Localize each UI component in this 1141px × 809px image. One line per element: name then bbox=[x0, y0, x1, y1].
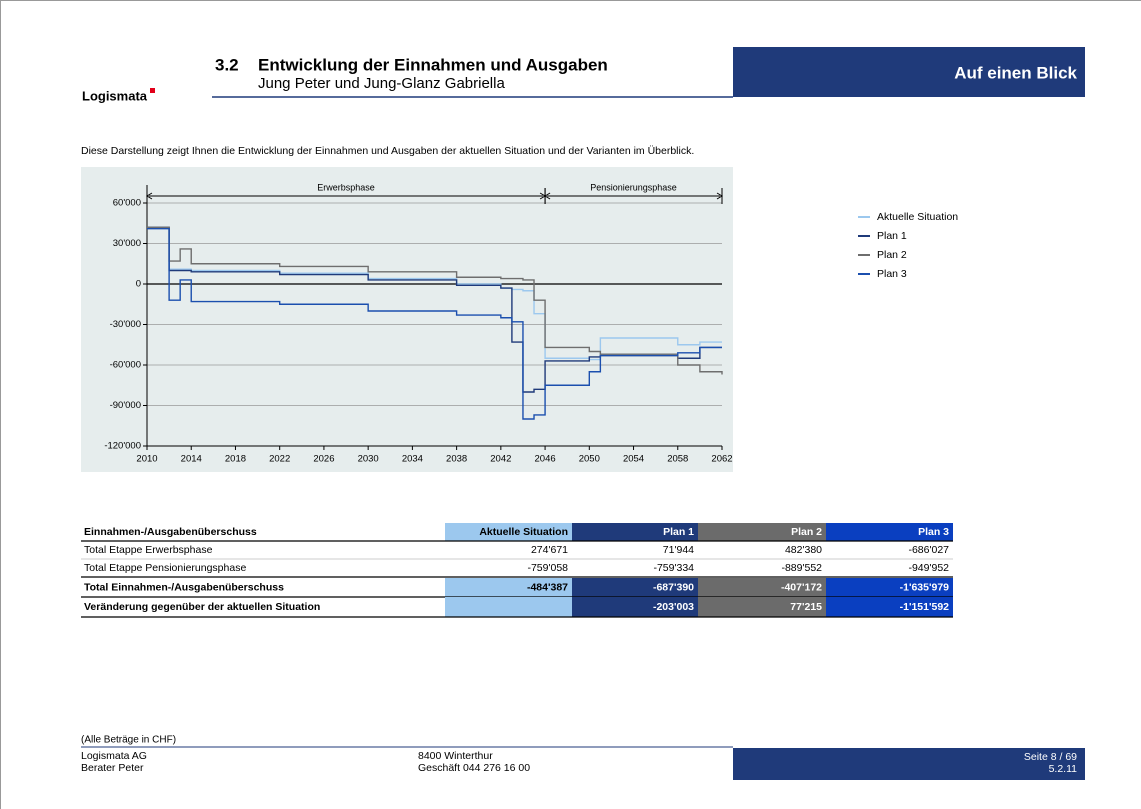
logo-mark bbox=[150, 88, 155, 93]
phase-label: Pensionierungsphase bbox=[590, 182, 677, 192]
table: Einnahmen-/Ausgabenüberschuss Aktuelle Si… bbox=[81, 523, 953, 618]
x-tick-label: 2054 bbox=[623, 454, 644, 465]
intro-text: Diese Darstellung zeigt Ihnen die Entwic… bbox=[81, 145, 694, 157]
phase-arrowhead bbox=[716, 192, 723, 200]
series-line bbox=[147, 227, 722, 420]
table-cell: -686'027 bbox=[908, 544, 949, 556]
table-cell: -759'058 bbox=[527, 562, 568, 574]
legend-label: Plan 1 bbox=[877, 230, 907, 242]
table-cell: -407'172 bbox=[781, 581, 822, 593]
x-tick-label: 2030 bbox=[358, 454, 379, 465]
footer-advisor: Berater Peter bbox=[81, 762, 144, 774]
x-tick-label: 2062 bbox=[711, 454, 732, 465]
header-box bbox=[733, 47, 1085, 97]
header-tag: Auf einen Blick bbox=[954, 63, 1077, 82]
phase-arrowhead bbox=[146, 192, 153, 200]
phase-arrowhead bbox=[544, 192, 551, 200]
table-cell: -1'151'592 bbox=[900, 601, 950, 613]
table-cell: Total Einnahmen-/Ausgabenüberschuss bbox=[84, 581, 284, 593]
y-tick-label: 0 bbox=[136, 279, 141, 290]
table-cell-bg bbox=[572, 578, 698, 597]
x-tick-label: 2050 bbox=[579, 454, 600, 465]
y-tick-label: -60'000 bbox=[110, 360, 141, 371]
table-cell-bg bbox=[445, 597, 572, 617]
x-tick-label: 2046 bbox=[535, 454, 556, 465]
table-header: Aktuelle Situation bbox=[479, 526, 568, 538]
series-line bbox=[147, 226, 723, 375]
table-header: Plan 1 bbox=[663, 526, 694, 538]
table-cell-bg bbox=[826, 523, 953, 541]
y-tick-label: 30'000 bbox=[113, 238, 141, 249]
footer-box bbox=[733, 748, 1085, 780]
table-cell-bg bbox=[572, 597, 698, 617]
footer-note: (Alle Beträge in CHF) bbox=[81, 735, 176, 746]
table-cell-bg bbox=[826, 578, 953, 597]
x-tick-label: 2042 bbox=[490, 454, 511, 465]
table-header: Plan 3 bbox=[918, 526, 949, 538]
table-cell-bg bbox=[826, 597, 953, 617]
table-cell-bg bbox=[572, 523, 698, 541]
legend-label: Aktuelle Situation bbox=[877, 211, 958, 223]
y-tick-label: -90'000 bbox=[110, 400, 141, 411]
table-cell-bg bbox=[698, 523, 826, 541]
x-tick-label: 2022 bbox=[269, 454, 290, 465]
legend-label: Plan 2 bbox=[877, 249, 907, 261]
footer-page: Seite 8 / 69 bbox=[1024, 751, 1077, 763]
table-cell: -759'334 bbox=[653, 562, 694, 574]
x-tick-label: 2026 bbox=[313, 454, 334, 465]
table-cell: 274'671 bbox=[531, 544, 568, 556]
page-subtitle: Jung Peter und Jung-Glanz Gabriella bbox=[258, 75, 505, 92]
y-tick-label: -30'000 bbox=[110, 319, 141, 330]
footer-phone: Geschäft 044 276 16 00 bbox=[418, 762, 530, 774]
x-tick-label: 2010 bbox=[136, 454, 157, 465]
table-cell-bg bbox=[698, 578, 826, 597]
logo: Logismata bbox=[82, 88, 148, 103]
table-cell-bg bbox=[445, 578, 572, 597]
table-cell: Total Etappe Pensionierungsphase bbox=[84, 562, 246, 574]
footer-version: 5.2.11 bbox=[1049, 763, 1078, 775]
legend-label: Plan 3 bbox=[877, 268, 907, 280]
table-cell: -949'952 bbox=[908, 562, 949, 574]
section-number: 3.2 bbox=[215, 55, 239, 74]
table-header: Einnahmen-/Ausgabenüberschuss bbox=[84, 526, 257, 538]
y-tick-label: -120'000 bbox=[104, 441, 141, 452]
legend: Aktuelle Situation Plan 1 Plan 2 Plan 3 bbox=[858, 211, 958, 280]
x-tick-label: 2038 bbox=[446, 454, 467, 465]
table-cell: -484'387 bbox=[527, 581, 568, 593]
footer-city: 8400 Winterthur bbox=[418, 750, 493, 762]
table-cell-bg bbox=[445, 523, 572, 541]
table-cell: -203'003 bbox=[653, 601, 694, 613]
x-tick-label: 2014 bbox=[181, 454, 202, 465]
y-tick-label: 60'000 bbox=[113, 198, 141, 209]
table-cell: Total Etappe Erwerbsphase bbox=[84, 544, 213, 556]
table-header: Plan 2 bbox=[791, 526, 822, 538]
table-cell: Veränderung gegenüber der aktuellen Situ… bbox=[84, 601, 320, 613]
chart-background bbox=[81, 167, 733, 472]
x-tick-label: 2018 bbox=[225, 454, 246, 465]
table-cell: -687'390 bbox=[653, 581, 694, 593]
table-cell-bg bbox=[698, 597, 826, 617]
table-cell: 482'380 bbox=[785, 544, 822, 556]
table-cell: -889'552 bbox=[781, 562, 822, 574]
page-title: Entwicklung der Einnahmen und Ausgaben bbox=[258, 55, 608, 74]
x-tick-label: 2034 bbox=[402, 454, 423, 465]
x-tick-label: 2058 bbox=[667, 454, 688, 465]
table-cell: 77'215 bbox=[790, 601, 822, 613]
chart: 60'000 30'000 0 -30'000 -60'000 -90'000 -120'0… bbox=[104, 182, 732, 464]
phase-label: Erwerbsphase bbox=[317, 182, 375, 192]
table-cell: -1'635'979 bbox=[900, 581, 950, 593]
footer-company: Logismata AG bbox=[81, 750, 147, 762]
table-cell: 71'944 bbox=[663, 544, 694, 556]
